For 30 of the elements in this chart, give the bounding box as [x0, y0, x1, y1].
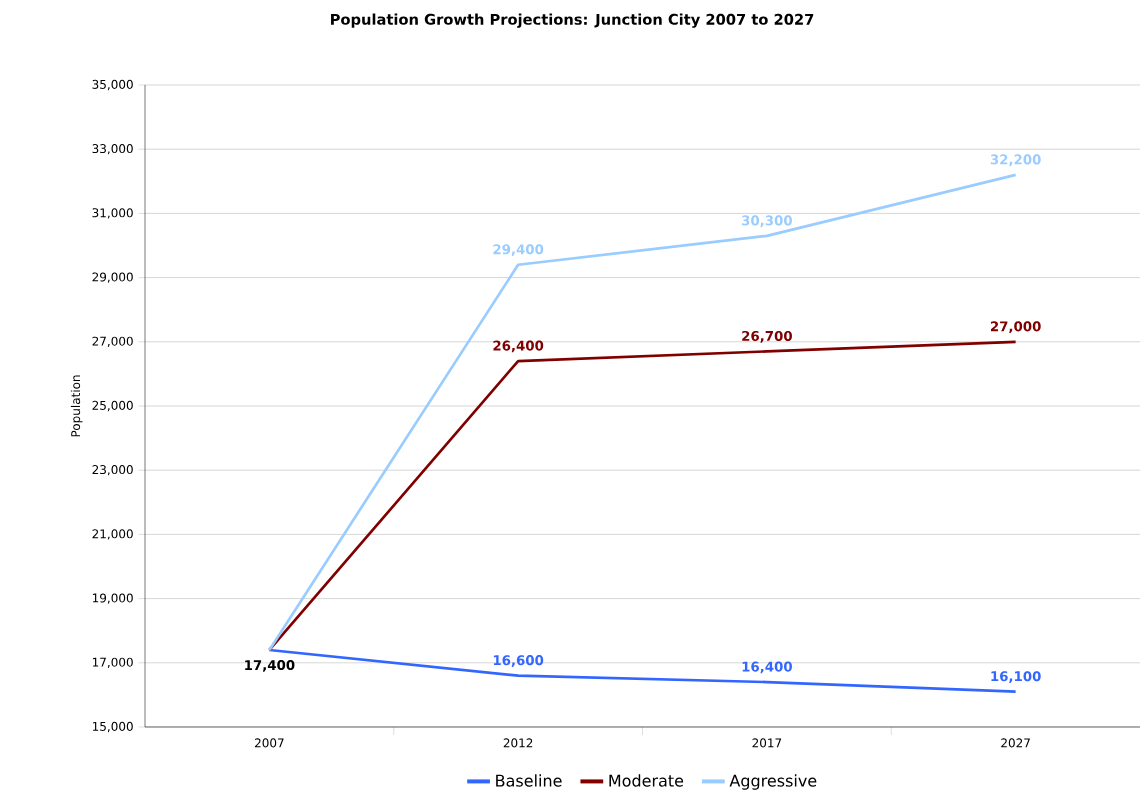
y-axis-title: Population	[70, 375, 83, 437]
y-tick-label: 19,000	[92, 593, 133, 604]
y-tick-label: 33,000	[92, 144, 133, 155]
x-tick-label: 2027	[1001, 738, 1030, 748]
data-label: 26,400	[493, 340, 544, 353]
y-tick-label: 35,000	[92, 79, 133, 91]
data-label: 30,300	[742, 215, 792, 228]
y-tick-label: 27,000	[92, 336, 133, 347]
y-tick-label: 15,000	[92, 721, 133, 733]
legend-label: Baseline	[496, 774, 562, 787]
y-tick-label: 23,000	[92, 465, 133, 476]
data-label: 27,000	[990, 321, 1041, 334]
x-tick-label: 2012	[503, 738, 533, 748]
legend-label: Moderate	[609, 774, 684, 787]
y-tick-label: 21,000	[92, 529, 133, 540]
y-tick-label: 29,000	[92, 272, 133, 283]
data-label: 26,700	[742, 330, 792, 343]
data-label: 29,400	[493, 244, 544, 257]
y-tick-label: 31,000	[92, 208, 133, 219]
y-tick-label: 17,000	[92, 657, 133, 668]
data-label: 16,600	[493, 655, 544, 667]
x-tick-label: 2007	[254, 738, 284, 748]
data-label: 16,400	[742, 661, 792, 674]
y-tick-label: 25,000	[92, 400, 133, 412]
data-label: 32,200	[990, 154, 1041, 167]
annotation: 17,400	[245, 659, 295, 672]
x-tick-label: 2017	[752, 738, 782, 748]
data-label: 16,100	[991, 671, 1041, 683]
legend-label: Aggressive	[729, 774, 817, 790]
chart-title: Population Growth Projections: Junction City 2007 to 2027	[331, 13, 814, 28]
